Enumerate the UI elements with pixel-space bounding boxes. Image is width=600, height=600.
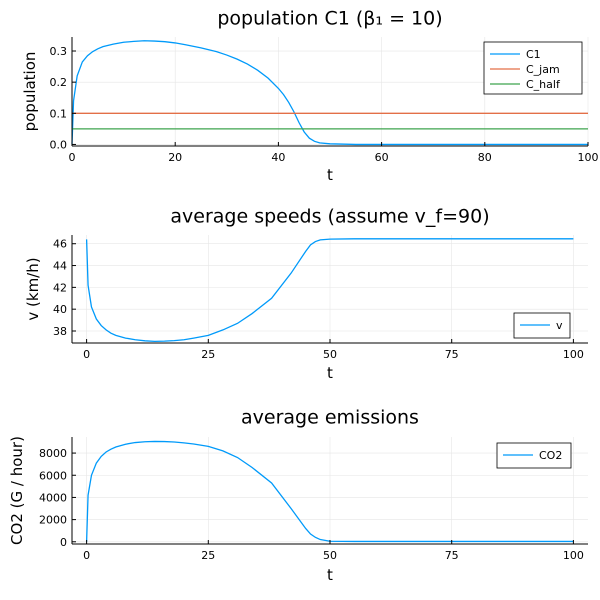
series-line-co2 <box>85 440 574 543</box>
y-tick-label: 38 <box>53 325 67 338</box>
series-line-c1 <box>71 40 588 146</box>
x-tick-label: 25 <box>201 549 215 562</box>
chart-title: average speeds (assume v_f=90) <box>170 206 489 228</box>
y-tick-label: 0.0 <box>50 138 68 151</box>
legend: CO2 <box>496 442 572 469</box>
chart-title: average emissions <box>241 407 419 429</box>
x-tick-label: 75 <box>445 549 459 562</box>
chart-1: 0 20 40 60 80 100 0.0 0.1 0.2 0.3 population C1 (β… <box>21 8 599 185</box>
x-tick-label: 75 <box>445 348 459 361</box>
y-tick-label: 44 <box>53 260 67 273</box>
y-tick-label: 4000 <box>39 491 67 504</box>
x-tick-label: 40 <box>271 151 285 164</box>
y-tick-label: 0.1 <box>50 107 68 120</box>
x-tick-label: 60 <box>375 151 389 164</box>
x-tick-label: 80 <box>478 151 492 164</box>
x-axis-label: t <box>327 566 333 584</box>
x-tick-label: 0 <box>83 549 90 562</box>
y-tick-label: 40 <box>53 303 67 316</box>
y-tick-label: 0.3 <box>50 45 68 58</box>
y-tick-label: 0.2 <box>50 76 68 89</box>
chart-2: 0 25 50 75 100 38 40 42 44 46 average speeds (assu… <box>24 206 588 382</box>
x-tick-label: 50 <box>323 549 337 562</box>
chart-3: 0 25 50 75 100 0 2000 4000 6000 8000 average emiss… <box>8 407 588 584</box>
x-tick-label: 50 <box>323 348 337 361</box>
series-line-v <box>85 238 574 343</box>
x-tick-label: 0 <box>83 348 90 361</box>
y-tick-label: 8000 <box>39 447 67 460</box>
y-axis-label: v (km/h) <box>24 257 42 320</box>
legend-entry: CO2 <box>539 449 562 462</box>
x-axis-label: t <box>327 166 333 184</box>
legend-box <box>483 41 583 95</box>
legend-entry: C_half <box>526 78 561 91</box>
y-tick-label: 46 <box>53 238 67 251</box>
legend: v <box>513 312 571 339</box>
y-axis-label: CO2 (G / hour) <box>8 436 26 545</box>
x-tick-label: 20 <box>168 151 182 164</box>
y-tick-label: 0 <box>60 536 67 549</box>
x-tick-label: 100 <box>578 151 599 164</box>
legend: C1 C_jam C_half <box>483 41 583 95</box>
y-tick-label: 42 <box>53 281 67 294</box>
chart-title: population C1 (β₁ = 10) <box>217 8 442 30</box>
x-tick-label: 0 <box>69 151 76 164</box>
x-axis-label: t <box>327 364 333 382</box>
legend-entry: C_jam <box>526 63 560 76</box>
legend-entry: v <box>556 319 563 332</box>
x-tick-label: 100 <box>563 549 584 562</box>
y-tick-label: 6000 <box>39 469 67 482</box>
y-axis-label: population <box>21 52 39 132</box>
y-tick-label: 2000 <box>39 514 67 527</box>
legend-entry: C1 <box>526 48 541 61</box>
grid <box>72 235 588 343</box>
x-tick-label: 25 <box>201 348 215 361</box>
x-tick-label: 100 <box>563 348 584 361</box>
